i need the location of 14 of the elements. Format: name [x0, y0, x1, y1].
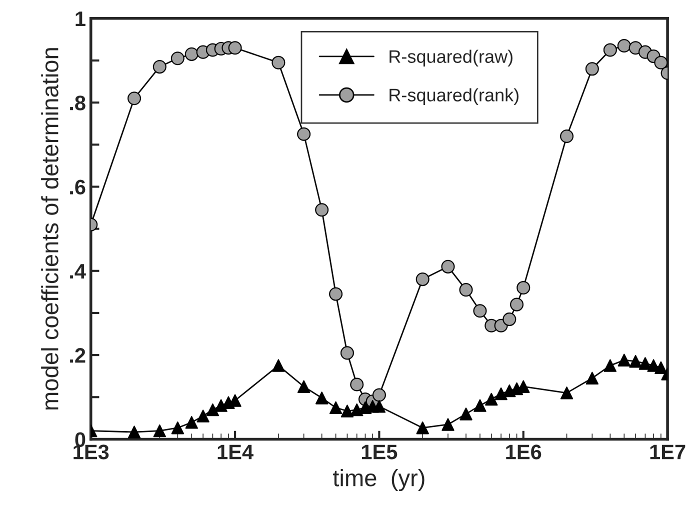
y-tick-label: .8: [70, 96, 86, 110]
x-tick-label: 1E4: [218, 444, 254, 460]
y-tick-label: 1: [76, 12, 86, 26]
x-tick-label: 1E5: [362, 444, 398, 460]
y-tick-label: .2: [70, 348, 86, 363]
x-tick-label: 1E6: [506, 444, 542, 460]
y-axis-title: model coefficients of determination: [41, 48, 58, 410]
y-tick-label: .4: [70, 264, 86, 278]
y-tick-label: .6: [70, 180, 86, 194]
x-axis-title: time (yr): [333, 469, 424, 492]
legend-label: R-squared(raw): [390, 50, 512, 67]
legend-label: R-squared(rank): [390, 88, 518, 106]
x-tick-label: 1E7: [650, 444, 686, 460]
x-tick-label: 1E3: [74, 444, 109, 460]
